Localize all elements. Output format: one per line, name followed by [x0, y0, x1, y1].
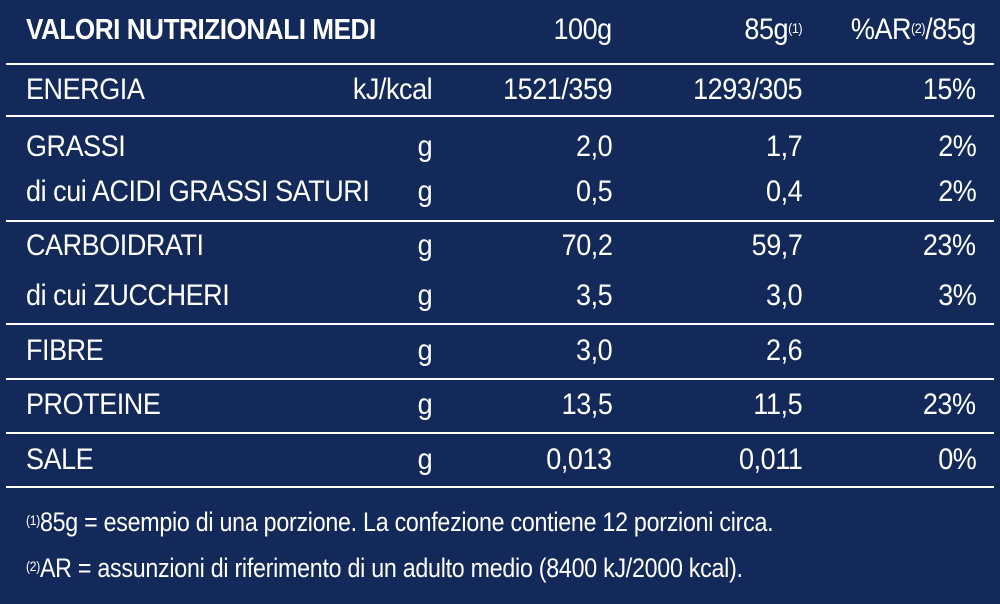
nutrient-name: ENERGIA — [26, 73, 145, 106]
nutrient-unit: g — [417, 388, 432, 421]
value-per-100g: 2,0 — [575, 130, 613, 163]
nutrient-name: SALE — [26, 443, 94, 476]
value-ar-percent: 15% — [923, 73, 976, 106]
footnote-2-mark: (2) — [26, 558, 40, 574]
value-per-100g: 70,2 — [561, 229, 612, 262]
value-ar-percent: 3% — [937, 279, 977, 312]
column-header-ar-label: %AR — [851, 13, 912, 46]
row-divider — [6, 323, 994, 325]
row-divider — [6, 378, 994, 380]
nutrient-unit: g — [417, 175, 432, 208]
nutrient-unit: g — [417, 130, 432, 163]
nutrient-name: GRASSI — [26, 130, 126, 163]
row-divider — [6, 115, 994, 117]
footnote-1: (1)85g = esempio di una porzione. La con… — [26, 506, 774, 538]
value-ar-percent: 23% — [923, 229, 976, 262]
nutrient-unit: g — [417, 229, 432, 262]
value-per-85g: 59,7 — [751, 229, 802, 262]
nutrient-unit: g — [417, 443, 432, 476]
value-per-100g: 3,5 — [575, 279, 613, 312]
nutrient-name: di cui ACIDI GRASSI SATURI — [26, 175, 370, 208]
footnote-1-mark: (1) — [26, 512, 40, 528]
column-header-100g: 100g — [553, 13, 613, 46]
value-ar-percent: 23% — [923, 388, 976, 421]
nutrient-unit: g — [417, 334, 432, 367]
nutrient-name: CARBOIDRATI — [26, 229, 204, 262]
value-per-100g: 1521/359 — [502, 73, 612, 106]
value-per-85g: 0,4 — [765, 175, 803, 208]
nutrient-name: di cui ZUCCHERI — [26, 279, 230, 312]
footnote-1-text: 85g = esempio di una porzione. La confez… — [39, 507, 774, 537]
footnote-2-text: AR = assunzioni di riferimento di un adu… — [39, 553, 743, 583]
table-title: VALORI NUTRIZIONALI MEDI — [26, 14, 376, 46]
column-header-85g: 85g(1) — [744, 12, 802, 48]
value-ar-percent: 0% — [937, 443, 977, 476]
column-header-ar: %AR(2)/85g — [851, 12, 976, 48]
value-ar-percent: 2% — [937, 175, 977, 208]
row-divider — [6, 432, 994, 434]
nutrient-unit: kJ/kcal — [352, 73, 433, 106]
value-per-100g: 0,5 — [575, 175, 613, 208]
nutrient-name: FIBRE — [26, 334, 104, 367]
value-per-85g: 3,0 — [765, 279, 803, 312]
footnote-mark-1: (1) — [787, 20, 803, 36]
row-divider — [6, 63, 994, 65]
nutrient-unit: g — [417, 279, 432, 312]
value-per-100g: 3,0 — [575, 334, 613, 367]
value-ar-percent: 2% — [937, 130, 977, 163]
value-per-85g: 2,6 — [765, 334, 803, 367]
footnote-2: (2)AR = assunzioni di riferimento di un … — [26, 552, 743, 584]
value-per-85g: 1,7 — [765, 130, 803, 163]
row-divider — [6, 220, 994, 222]
value-per-100g: 0,013 — [546, 443, 613, 476]
value-per-100g: 13,5 — [561, 388, 612, 421]
nutrient-name: PROTEINE — [26, 388, 161, 421]
value-per-85g: 1293/305 — [692, 73, 802, 106]
column-header-85g-label: 85g — [744, 13, 788, 46]
column-header-ar-suffix: /85g — [925, 13, 976, 46]
footnote-mark-2: (2) — [911, 20, 926, 36]
value-per-85g: 11,5 — [753, 388, 802, 421]
row-divider — [6, 486, 994, 488]
value-per-85g: 0,011 — [738, 443, 803, 476]
